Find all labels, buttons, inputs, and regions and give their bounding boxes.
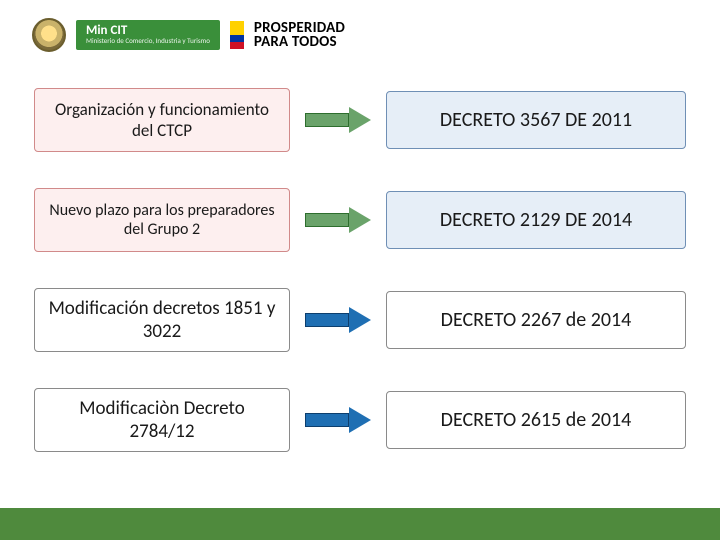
footer-bar bbox=[0, 508, 720, 540]
country-crest-icon bbox=[32, 18, 66, 52]
left-box-text: Organización y funcionamiento del CTCP bbox=[45, 99, 279, 141]
diagram-row: Nuevo plazo para los preparadores del Gr… bbox=[34, 184, 686, 256]
diagram-rows: Organización y funcionamiento del CTCP D… bbox=[34, 84, 686, 484]
arrow-icon bbox=[290, 107, 386, 133]
left-box-text: Nuevo plazo para los preparadores del Gr… bbox=[45, 201, 279, 239]
mincit-badge: Min CIT Ministerio de Comercio, Industri… bbox=[76, 20, 220, 50]
diagram-row: Organización y funcionamiento del CTCP D… bbox=[34, 84, 686, 156]
left-box: Organización y funcionamiento del CTCP bbox=[34, 88, 290, 152]
left-box: Modificaciòn Decreto 2784/12 bbox=[34, 388, 290, 452]
right-box: DECRETO 3567 DE 2011 bbox=[386, 91, 686, 149]
diagram-row: Modificación decretos 1851 y 3022 DECRET… bbox=[34, 284, 686, 356]
diagram-row: Modificaciòn Decreto 2784/12 DECRETO 261… bbox=[34, 384, 686, 456]
mincit-subtitle: Ministerio de Comercio, Industria y Turi… bbox=[86, 37, 210, 44]
colombia-flag-icon bbox=[230, 21, 244, 49]
right-box: DECRETO 2615 de 2014 bbox=[386, 391, 686, 449]
left-box-text: Modificación decretos 1851 y 3022 bbox=[45, 297, 279, 343]
left-box-text: Modificaciòn Decreto 2784/12 bbox=[45, 397, 279, 443]
right-box-text: DECRETO 2615 de 2014 bbox=[441, 408, 632, 432]
arrow-icon bbox=[290, 307, 386, 333]
right-box-text: DECRETO 2129 DE 2014 bbox=[440, 208, 632, 232]
right-box: DECRETO 2129 DE 2014 bbox=[386, 191, 686, 249]
prosperidad-wordmark: PROSPERIDAD PARA TODOS bbox=[254, 21, 345, 50]
arrow-icon bbox=[290, 407, 386, 433]
slide: Min CIT Ministerio de Comercio, Industri… bbox=[0, 0, 720, 540]
right-box: DECRETO 2267 de 2014 bbox=[386, 291, 686, 349]
header: Min CIT Ministerio de Comercio, Industri… bbox=[32, 18, 345, 52]
arrow-icon bbox=[290, 207, 386, 233]
prosperidad-line2: PARA TODOS bbox=[254, 35, 345, 49]
left-box: Nuevo plazo para los preparadores del Gr… bbox=[34, 188, 290, 252]
right-box-text: DECRETO 2267 de 2014 bbox=[441, 308, 632, 332]
left-box: Modificación decretos 1851 y 3022 bbox=[34, 288, 290, 352]
right-box-text: DECRETO 3567 DE 2011 bbox=[440, 108, 632, 132]
